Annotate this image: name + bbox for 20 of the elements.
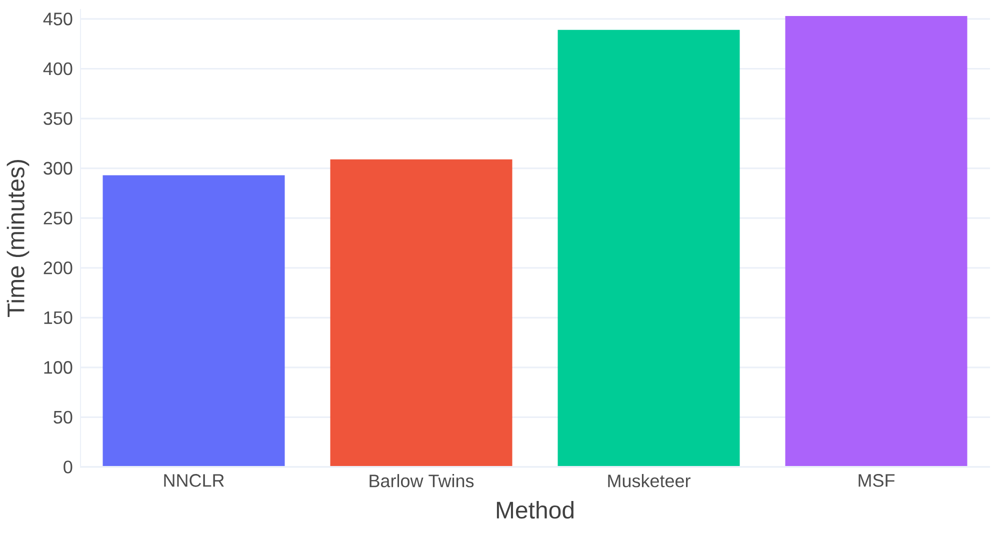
x-tick-label: MSF <box>858 474 895 487</box>
y-tick-label: 0 <box>64 460 72 474</box>
x-tick-label: Musketeer <box>608 474 690 488</box>
y-tick-label: 250 <box>44 212 72 224</box>
bar <box>558 30 740 468</box>
y-axis-title: Time (minutes) <box>6 160 30 318</box>
x-tick-label: Barlow Twins <box>370 474 474 488</box>
y-tick-label: 50 <box>54 410 72 424</box>
y-tick-label: 450 <box>43 12 72 26</box>
bar <box>102 175 285 468</box>
x-tick-label: NNCLR <box>164 474 224 487</box>
y-tick-label: 350 <box>44 112 72 125</box>
y-tick-label: 400 <box>43 62 72 76</box>
y-tick-label: 200 <box>44 261 72 274</box>
y-tick-label: 300 <box>44 162 72 175</box>
bar <box>330 159 512 468</box>
bar <box>785 16 968 468</box>
y-tick-label: 100 <box>44 361 72 374</box>
x-axis-title: Method <box>496 501 574 519</box>
y-tick-label: 150 <box>44 311 72 324</box>
